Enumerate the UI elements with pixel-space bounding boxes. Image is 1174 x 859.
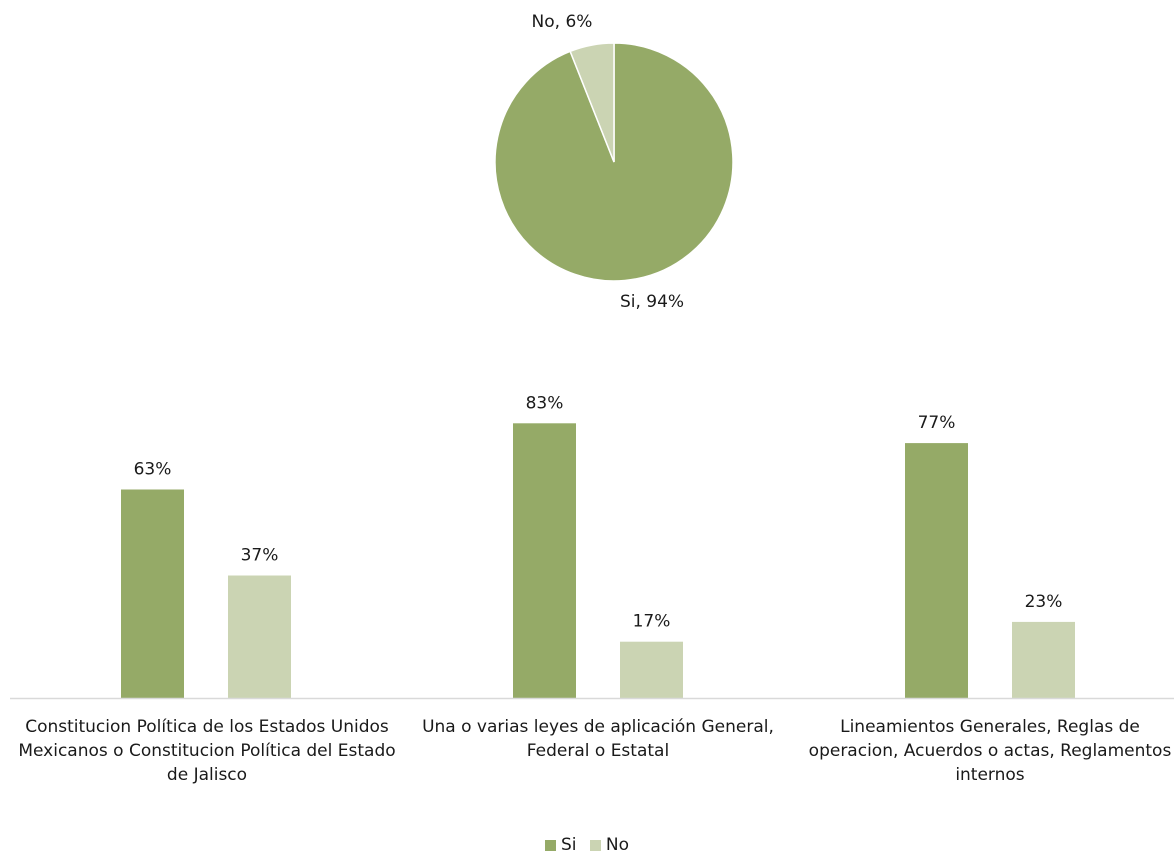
bar-label-no-cat1: 37%	[241, 546, 279, 566]
bar-label-si-cat2: 83%	[526, 393, 564, 413]
category-label-3: Lineamientos Generales, Reglas de operac…	[800, 715, 1174, 787]
legend-item-si: Si	[544, 835, 577, 855]
category-label-1-line-3: de Jalisco	[166, 765, 248, 785]
bar-si-cat2	[513, 423, 576, 698]
bar-no-cat3	[1012, 621, 1075, 698]
bar-label-no-cat3: 23%	[1025, 592, 1063, 612]
bar-label-si-cat1: 63%	[134, 459, 172, 479]
legend-label-si: Si	[560, 835, 577, 855]
category-label-2: Una o varias leyes de aplicación General…	[408, 715, 788, 763]
category-label-3-line-1: Lineamientos Generales, Reglas de	[840, 717, 1140, 737]
pie-slice-no	[569, 42, 615, 163]
bar-si-cat1	[121, 489, 184, 698]
pie-label-si: Si, 94%	[620, 292, 684, 312]
bar-no-cat1	[228, 575, 291, 698]
bar-no-cat2	[620, 641, 683, 698]
legend-swatch-no	[589, 839, 601, 851]
bar-label-no-cat2: 17%	[633, 612, 671, 632]
legend-label-no: No	[605, 835, 630, 855]
category-label-1-line-2: Mexicanos o Constitucion Política del Es…	[18, 741, 396, 761]
bar-si-cat3	[905, 443, 968, 698]
legend-item-no: No	[589, 835, 630, 855]
category-label-3-line-3: internos	[955, 765, 1025, 785]
category-label-2-line-2: Federal o Estatal	[526, 741, 670, 761]
legend: Si No	[0, 835, 1174, 856]
pie-label-no: No, 6%	[532, 12, 593, 32]
legend-swatch-si	[544, 839, 556, 851]
category-label-1-line-1: Constitucion Política de los Estados Uni…	[25, 717, 389, 737]
category-label-1: Constitucion Política de los Estados Uni…	[17, 715, 397, 787]
category-label-3-line-2: operacion, Acuerdos o actas, Reglamentos	[808, 741, 1172, 761]
category-label-2-line-1: Una o varias leyes de aplicación General…	[422, 717, 774, 737]
bar-label-si-cat3: 77%	[918, 413, 956, 433]
